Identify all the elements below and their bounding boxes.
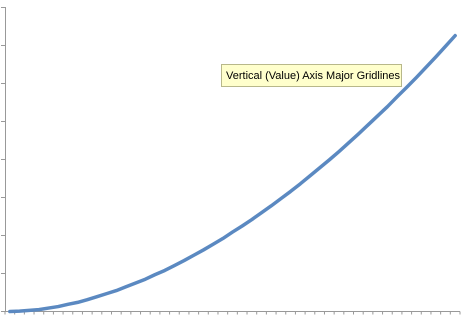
plot-area [1, 7, 461, 315]
tooltip-box [221, 64, 402, 87]
tooltip-text: Vertical (Value) Axis Major Gridlines [226, 70, 401, 82]
tooltip: Vertical (Value) Axis Major Gridlines [221, 64, 402, 87]
data-line [8, 33, 457, 314]
